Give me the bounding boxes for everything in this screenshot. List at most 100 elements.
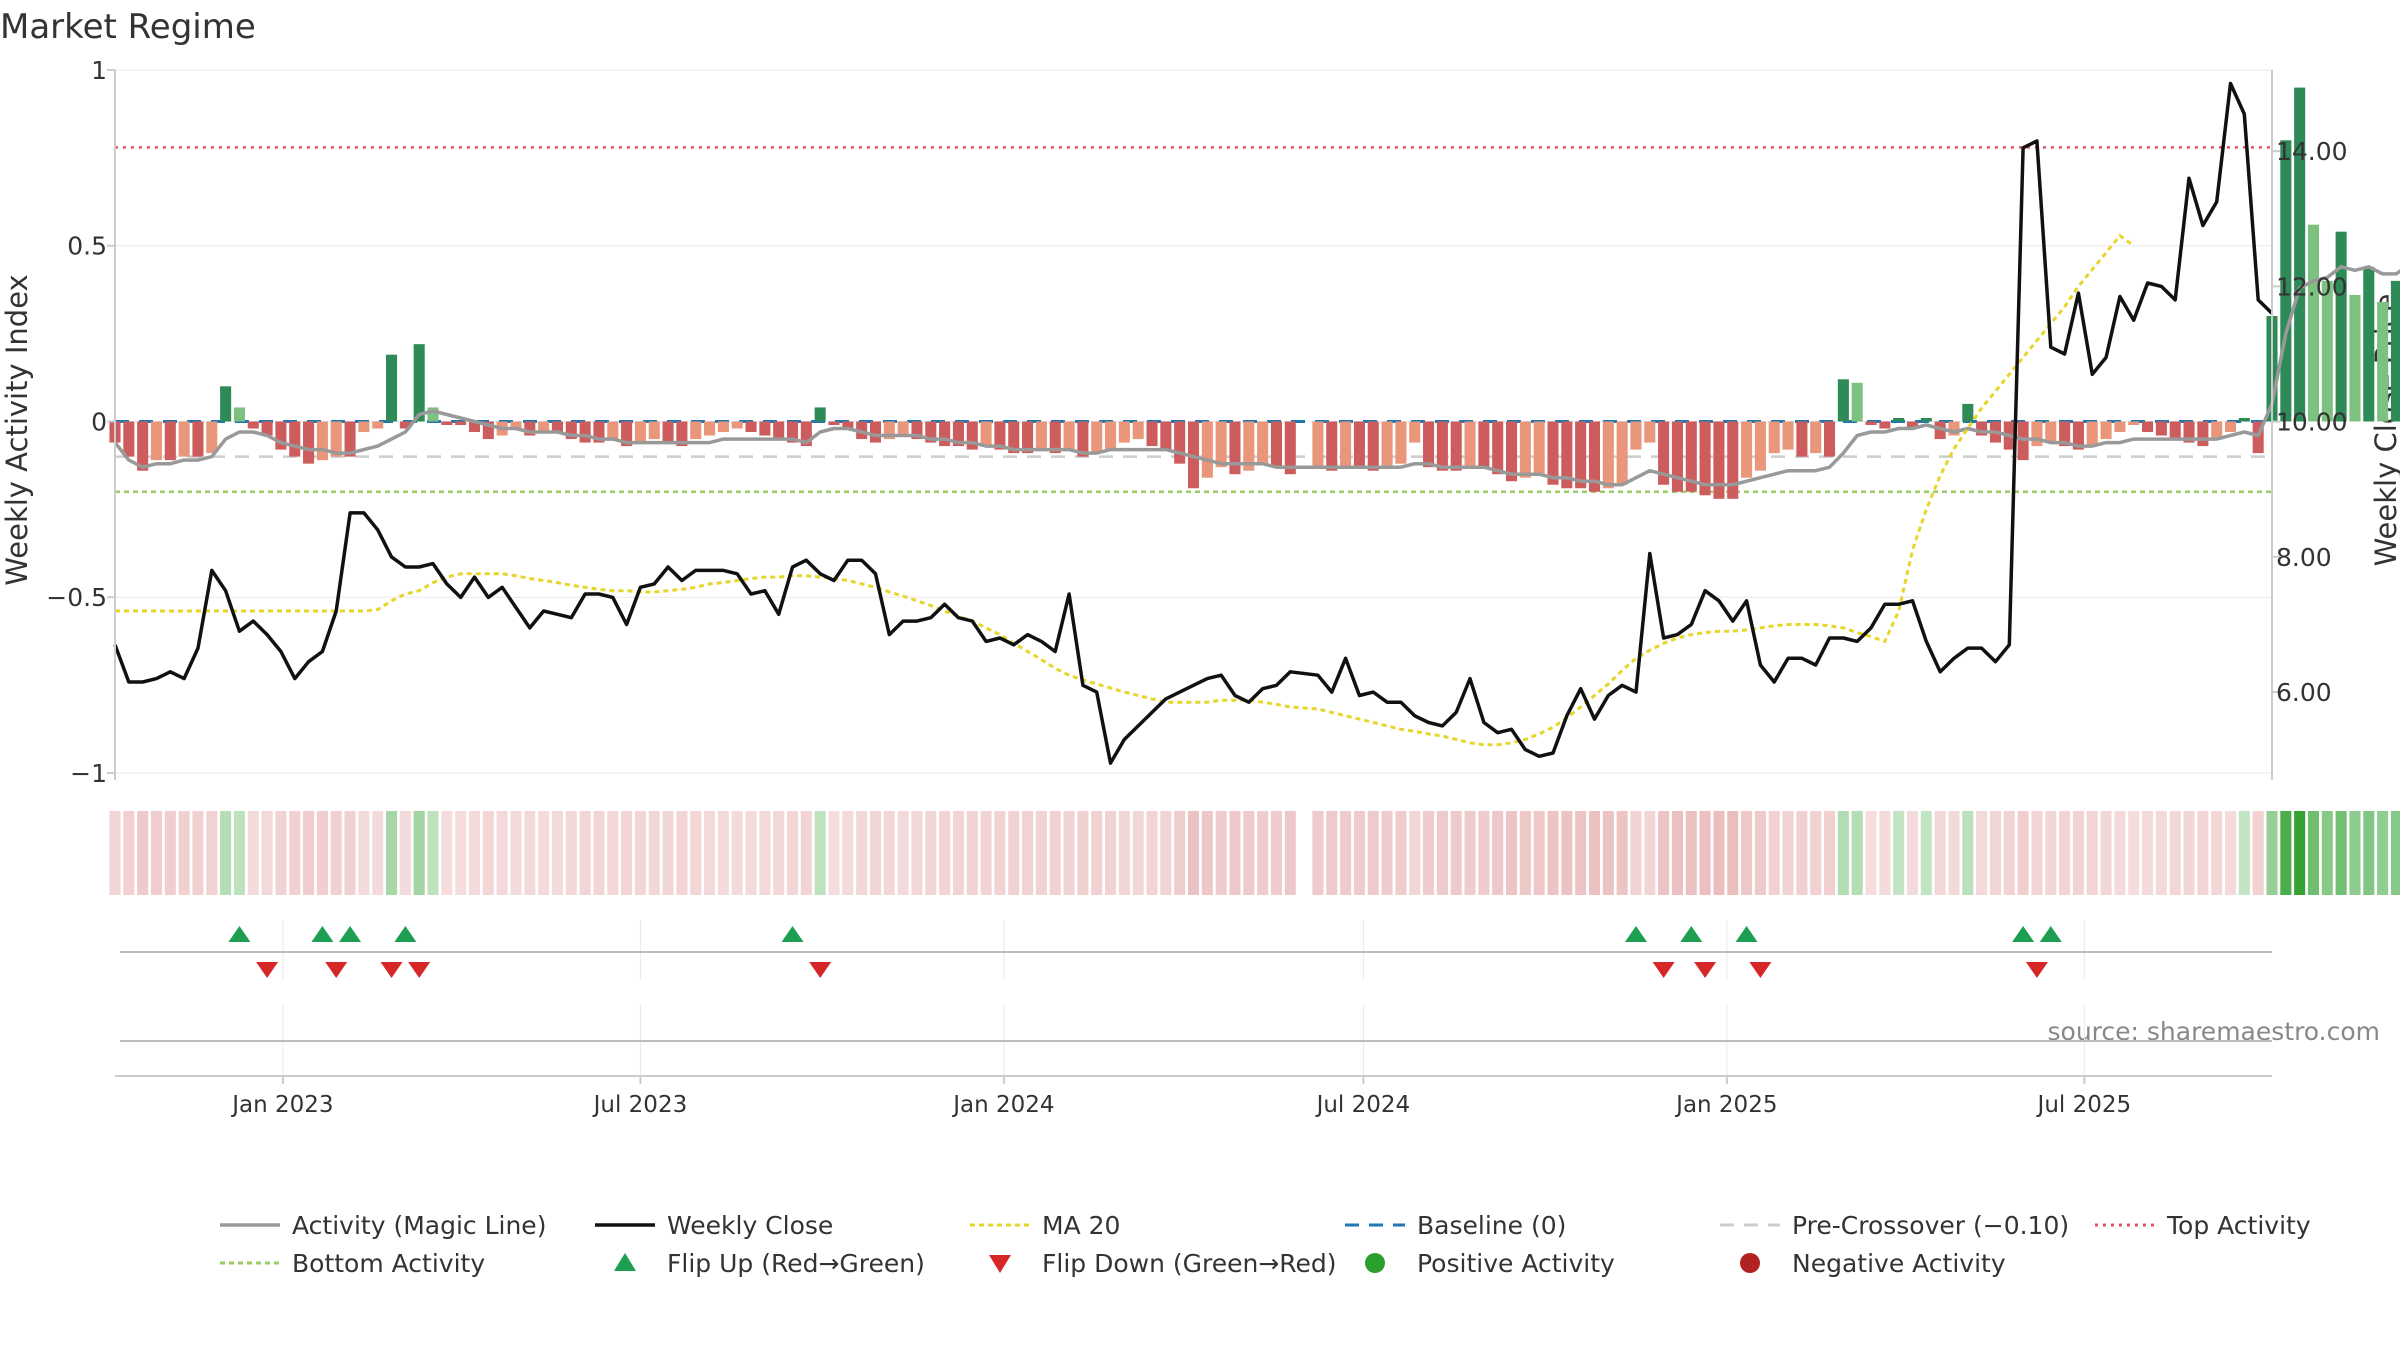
regime-cell xyxy=(1561,811,1573,895)
activity-bar xyxy=(1063,421,1075,450)
activity-bar xyxy=(1284,421,1296,475)
regime-cell xyxy=(939,811,951,895)
activity-bar xyxy=(607,421,619,440)
regime-cell xyxy=(1381,811,1393,895)
x-tick-label: Jul 2024 xyxy=(1315,1092,1411,1118)
regime-cell xyxy=(192,811,204,895)
regime-cell xyxy=(1229,811,1241,895)
regime-cell xyxy=(911,811,923,895)
activity-bar xyxy=(538,421,550,433)
regime-cell xyxy=(1976,811,1988,895)
activity-bar xyxy=(1464,421,1476,468)
activity-bar xyxy=(579,421,591,443)
activity-bar xyxy=(1381,421,1393,468)
regime-cell xyxy=(1824,811,1836,895)
activity-bar xyxy=(1340,421,1352,468)
regime-cell xyxy=(1478,811,1490,895)
regime-cell xyxy=(399,811,411,895)
activity-bar xyxy=(455,421,467,425)
regime-cell xyxy=(510,811,522,895)
regime-cell xyxy=(828,811,840,895)
regime-cell xyxy=(482,811,494,895)
regime-cell xyxy=(1768,811,1780,895)
activity-bar xyxy=(565,421,577,440)
regime-cell xyxy=(1312,811,1324,895)
activity-bar xyxy=(800,421,812,447)
flip-up-marker xyxy=(228,926,251,942)
regime-cell xyxy=(1796,811,1808,895)
activity-bar xyxy=(2307,224,2320,422)
activity-bar xyxy=(150,421,163,461)
activity-bar xyxy=(413,344,425,422)
activity-bar xyxy=(704,421,716,436)
activity-bar xyxy=(2390,280,2400,422)
activity-bar xyxy=(303,421,315,464)
activity-bar xyxy=(1699,421,1711,496)
activity-bar xyxy=(2321,280,2333,422)
regime-cell xyxy=(1754,811,1766,895)
regime-cell xyxy=(1727,811,1739,895)
activity-bar xyxy=(1312,421,1324,468)
right-tick-label: 10.00 xyxy=(2276,408,2348,437)
regime-cell xyxy=(2294,811,2306,895)
x-tick-label: Jan 2024 xyxy=(951,1092,1054,1118)
activity-bar xyxy=(1395,421,1407,464)
legend-item-baseline: Baseline (0) xyxy=(1345,1211,1566,1240)
flip-up-marker xyxy=(339,926,362,942)
activity-bar xyxy=(399,421,411,429)
regime-cell xyxy=(1906,811,1919,895)
activity-bar xyxy=(1367,421,1379,471)
regime-cell xyxy=(1948,811,1960,895)
activity-bar xyxy=(1671,421,1683,492)
activity-bar xyxy=(1353,421,1365,468)
regime-cell xyxy=(634,811,646,895)
regime-cell xyxy=(1160,811,1172,895)
legend-label: Flip Down (Green→Red) xyxy=(1042,1249,1337,1278)
regime-cell xyxy=(524,811,536,895)
regime-cell xyxy=(2224,811,2237,895)
activity-bar xyxy=(2238,417,2250,422)
regime-cell xyxy=(2363,811,2375,895)
regime-cell xyxy=(2280,811,2292,895)
activity-bar xyxy=(427,407,439,422)
regime-cell xyxy=(1644,811,1656,895)
regime-cell xyxy=(2169,811,2181,895)
regime-cell xyxy=(731,811,743,895)
regime-cell xyxy=(1630,811,1642,895)
regime-cell xyxy=(441,811,453,895)
activity-bar xyxy=(1948,421,1960,436)
regime-cell xyxy=(123,811,135,895)
regime-cell xyxy=(966,811,978,895)
regime-cell xyxy=(289,811,301,895)
left-tick-label: 0.5 xyxy=(67,232,107,261)
regime-strip xyxy=(109,811,2400,895)
activity-bar xyxy=(441,421,453,425)
activity-bar xyxy=(1215,421,1227,468)
regime-cell xyxy=(1879,811,1891,895)
activity-bar xyxy=(1727,421,1739,499)
legend-label: MA 20 xyxy=(1042,1211,1120,1240)
activity-bar xyxy=(925,421,937,443)
activity-bar xyxy=(939,421,951,447)
regime-cell xyxy=(455,811,467,895)
activity-bar xyxy=(1436,421,1448,471)
regime-cell xyxy=(1105,811,1117,895)
activity-bar xyxy=(206,421,218,454)
regime-cell xyxy=(2128,811,2140,895)
flip-down-marker xyxy=(1694,962,1717,978)
regime-cell xyxy=(897,811,909,895)
regime-cell xyxy=(1602,811,1614,895)
activity-bar xyxy=(690,421,702,440)
regime-cell xyxy=(316,811,328,895)
activity-bar xyxy=(911,421,923,440)
activity-bar xyxy=(1782,421,1794,450)
activity-bar xyxy=(1754,421,1766,471)
activity-bar xyxy=(1962,403,1974,422)
activity-bar xyxy=(1713,421,1725,499)
legend-item-top: Top Activity xyxy=(2095,1211,2311,1240)
regime-cell xyxy=(1201,811,1213,895)
flip-markers xyxy=(120,926,2272,1042)
activity-bar xyxy=(1105,421,1117,450)
regime-cell xyxy=(1022,811,1034,895)
